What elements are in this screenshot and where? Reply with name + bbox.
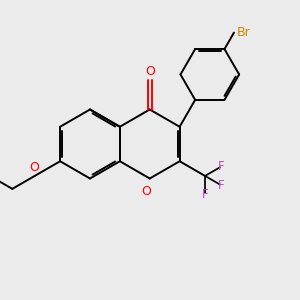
Text: O: O (145, 65, 155, 78)
Text: F: F (218, 179, 225, 192)
Text: O: O (29, 161, 39, 174)
Text: F: F (218, 160, 225, 173)
Text: F: F (202, 188, 208, 201)
Text: O: O (141, 185, 151, 198)
Text: Br: Br (237, 26, 251, 39)
